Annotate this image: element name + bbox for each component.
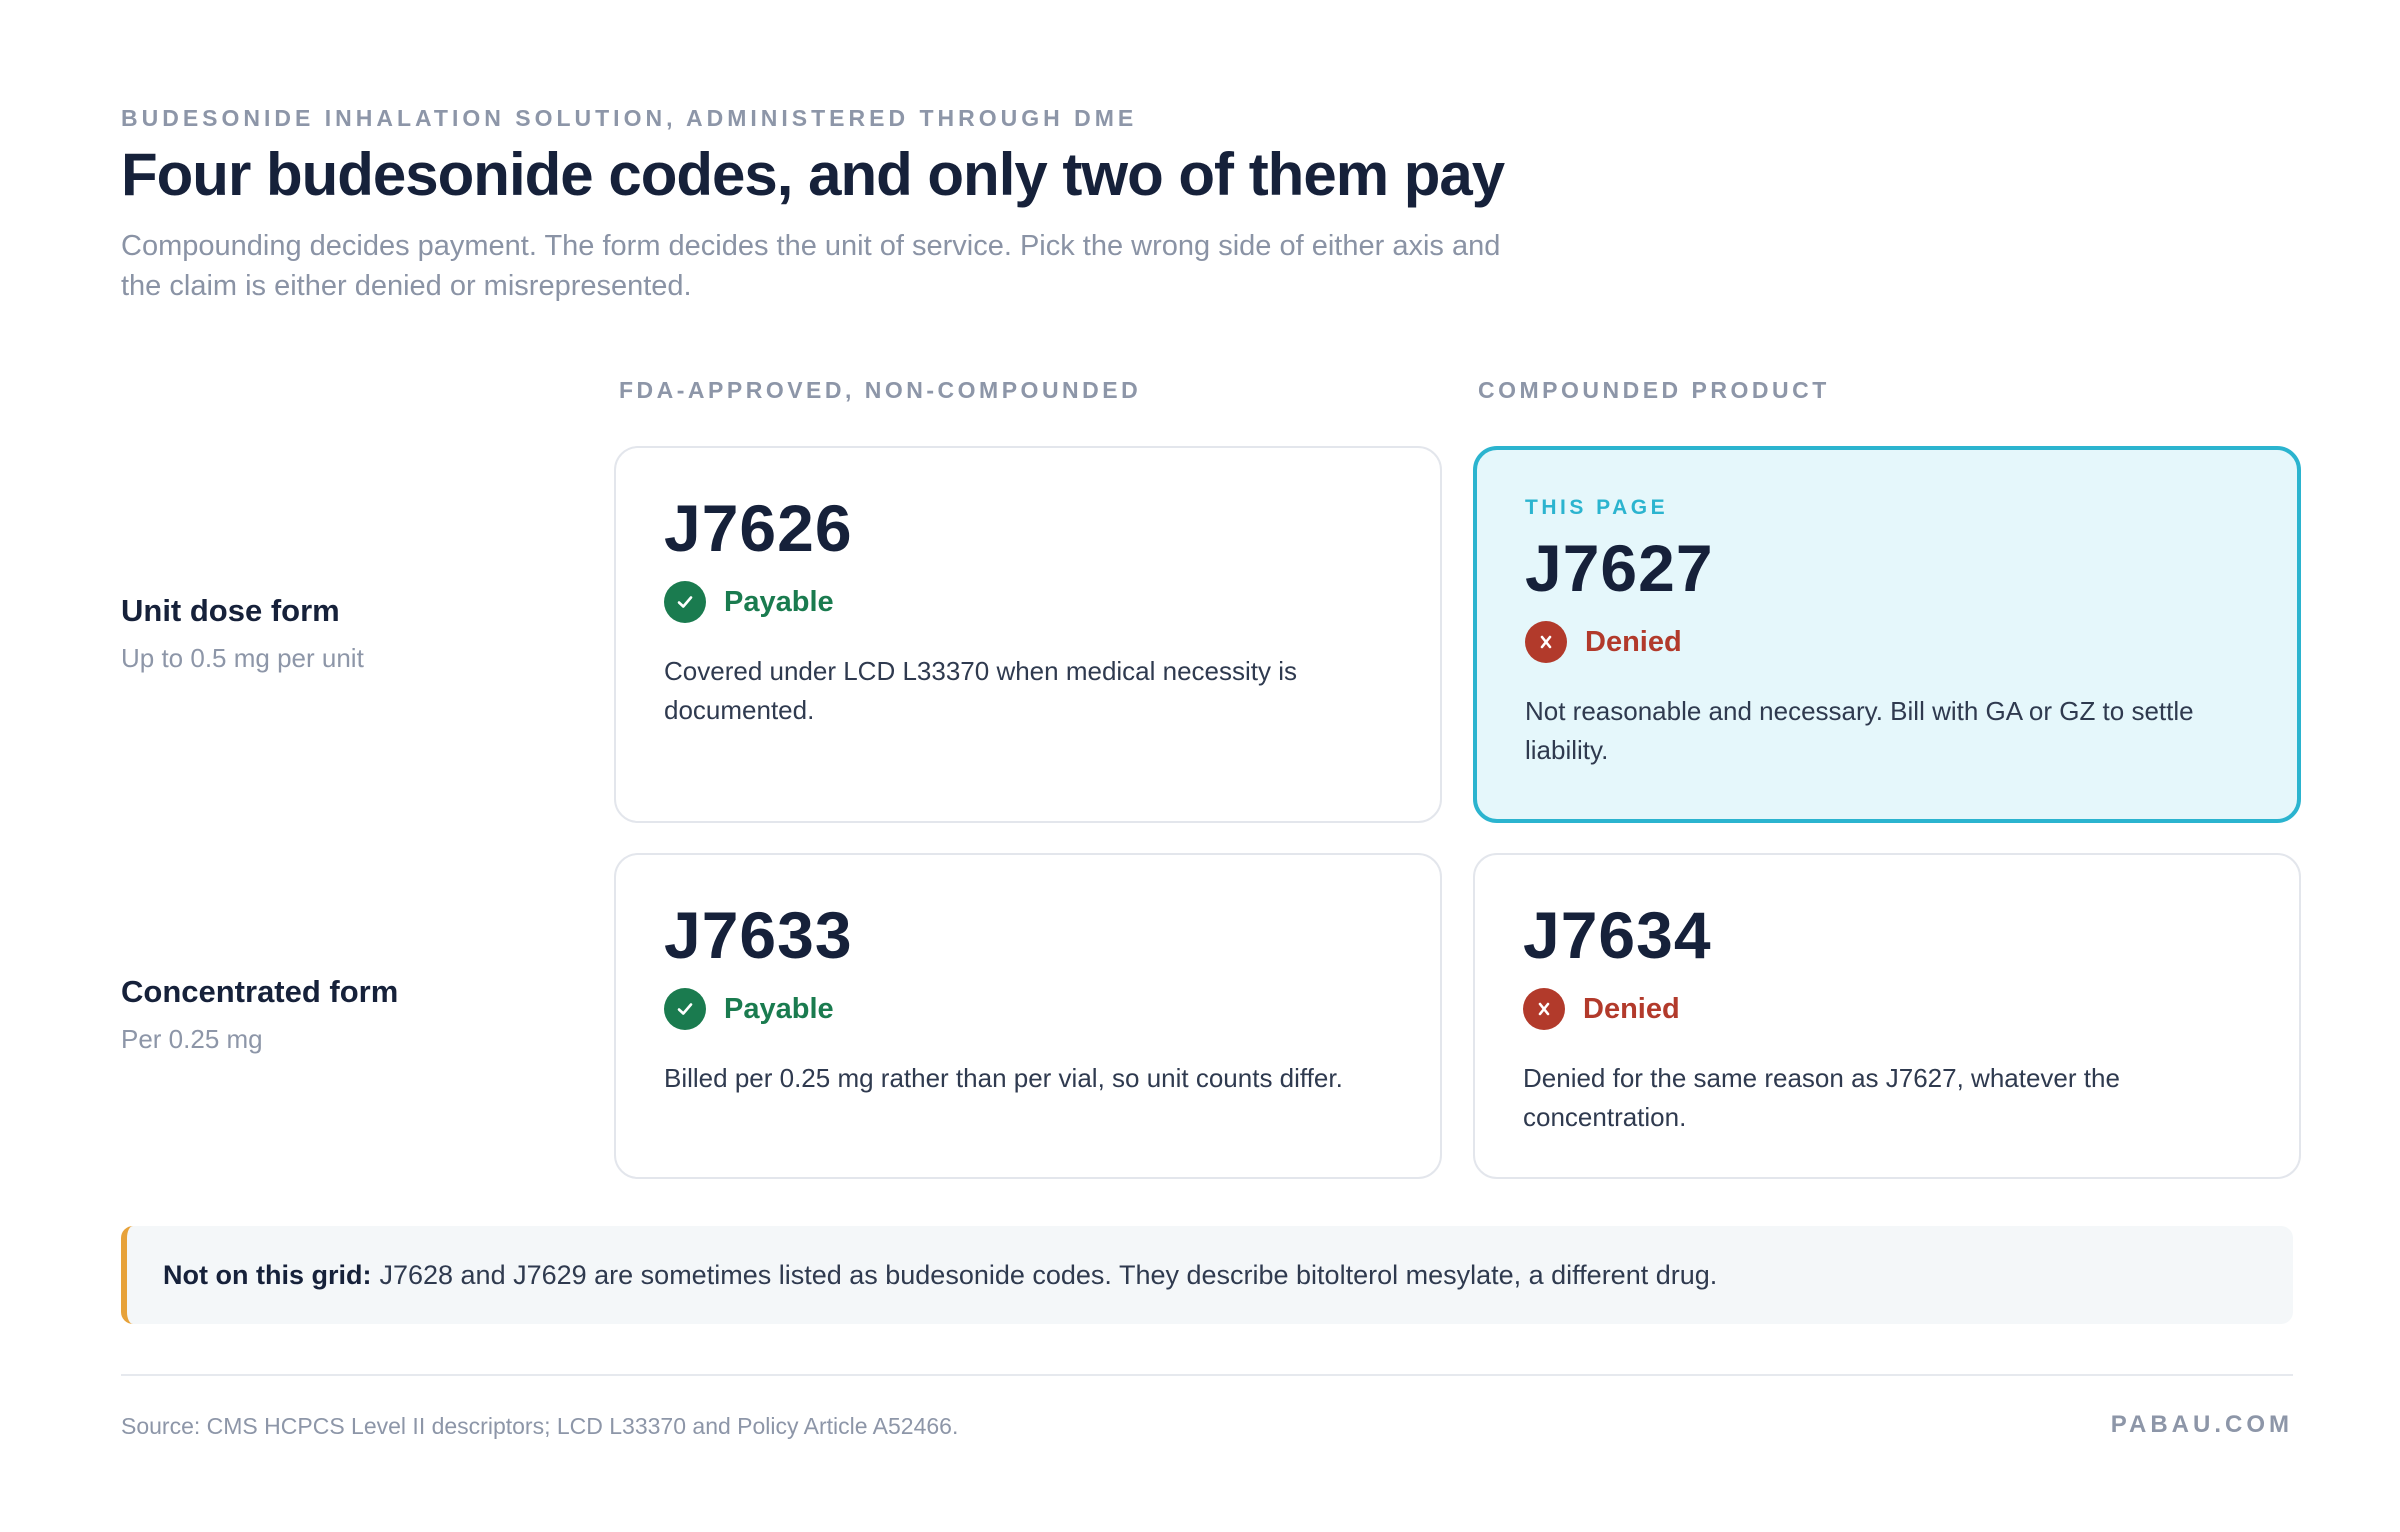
note-label: Not on this grid: <box>163 1259 372 1290</box>
code-card-j7627: THIS PAGE J7627 Denied Not reasonable an… <box>1473 446 2301 823</box>
code-card-j7634: J7634 Denied Denied for the same reason … <box>1473 853 2301 1179</box>
row-label-unit-dose: Unit dose form Up to 0.5 mg per unit <box>121 593 364 674</box>
status-row: Denied <box>1523 987 2251 1031</box>
row-subtitle: Up to 0.5 mg per unit <box>121 643 364 673</box>
status-badge: Denied <box>1583 992 1680 1025</box>
card-description: Denied for the same reason as J7627, wha… <box>1523 1063 2120 1132</box>
code-label: J7627 <box>1525 531 1714 605</box>
divider <box>121 1374 2293 1376</box>
card-description: Billed per 0.25 mg rather than per vial,… <box>664 1063 1343 1093</box>
status-badge: Denied <box>1585 625 1682 658</box>
code-card-j7626: J7626 Payable Covered under LCD L33370 w… <box>614 446 1442 823</box>
row-title: Unit dose form <box>121 593 340 628</box>
row-subtitle: Per 0.25 mg <box>121 1024 263 1054</box>
row-title: Concentrated form <box>121 974 399 1009</box>
status-row: Payable <box>664 987 1392 1031</box>
x-icon <box>1523 988 1565 1030</box>
card-description: Covered under LCD L33370 when medical ne… <box>664 656 1298 725</box>
status-row: Payable <box>664 580 1392 624</box>
note-text: J7628 and J7629 are sometimes listed as … <box>379 1259 1718 1290</box>
this-page-tag: THIS PAGE <box>1525 496 1669 519</box>
source-citation: Source: CMS HCPCS Level II descriptors; … <box>121 1413 959 1439</box>
status-badge: Payable <box>724 585 834 618</box>
page-subtitle: Compounding decides payment. The form de… <box>121 230 1501 302</box>
page: BUDESONIDE INHALATION SOLUTION, ADMINIST… <box>121 0 2301 1532</box>
status-row: Denied <box>1525 620 2249 664</box>
code-label: J7626 <box>664 491 853 565</box>
eyebrow: BUDESONIDE INHALATION SOLUTION, ADMINIST… <box>121 105 1138 131</box>
code-card-j7633: J7633 Payable Billed per 0.25 mg rather … <box>614 853 1442 1179</box>
status-badge: Payable <box>724 992 834 1025</box>
check-icon <box>664 581 706 623</box>
x-icon <box>1525 621 1567 663</box>
code-label: J7633 <box>664 898 853 972</box>
row-label-concentrated: Concentrated form Per 0.25 mg <box>121 974 398 1055</box>
card-description: Not reasonable and necessary. Bill with … <box>1525 696 2194 765</box>
column-header-compounded: COMPOUNDED PRODUCT <box>1478 377 1830 403</box>
brand-link[interactable]: PABAU.COM <box>2110 1411 2293 1438</box>
callout-note: Not on this grid: J7628 and J7629 are so… <box>121 1226 2293 1324</box>
column-header-non-compounded: FDA-APPROVED, NON-COMPOUNDED <box>619 377 1142 403</box>
code-label: J7634 <box>1523 898 1712 972</box>
page-title: Four budesonide codes, and only two of t… <box>121 141 1505 208</box>
check-icon <box>664 988 706 1030</box>
